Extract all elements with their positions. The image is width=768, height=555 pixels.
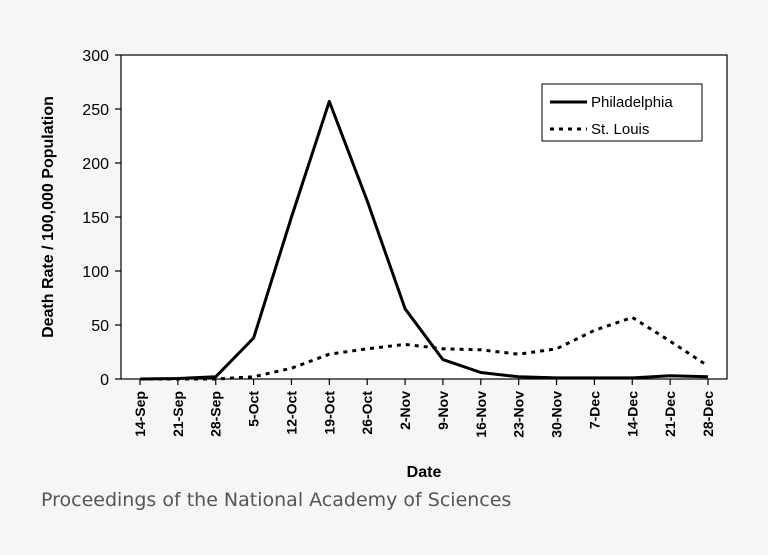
legend: Philadelphia St. Louis [541,83,703,142]
x-tick-label: 21-Sep [170,391,186,437]
legend-box [541,83,703,142]
y-tick-label: 300 [82,48,109,65]
x-tick-label: 16-Nov [473,391,489,438]
x-tick-label: 19-Oct [321,391,337,435]
legend-label-st-louis: St. Louis [591,121,649,138]
x-tick-label: 5-Oct [246,391,262,427]
series-line-philadelphia [139,99,709,381]
y-axis: 0 50 100 150 200 250 300 [82,48,121,389]
series-line-st-louis [140,315,709,381]
figure-caption: Proceedings of the National Academy of S… [41,489,512,511]
y-axis-label: Death Rate / 100,000 Population [40,96,57,338]
x-tick-label: 30-Nov [549,391,565,438]
series-lines [139,99,709,381]
x-axis-label: Date [407,464,442,481]
x-axis: 14-Sep 21-Sep 28-Sep 5-Oct 12-Oct 19-Oct 26-Oc… [132,379,716,438]
legend-label-philadelphia: Philadelphia [591,94,673,111]
x-tick-label: 28-Dec [700,391,716,437]
x-tick-label: 23-Nov [511,391,527,438]
x-tick-label: 7-Dec [586,391,602,429]
x-tick-label: 21-Dec [662,391,678,437]
x-tick-label: 9-Nov [435,391,451,430]
x-tick-label: 28-Sep [208,391,224,437]
y-tick-label: 100 [82,264,109,281]
x-tick-label: 14-Dec [624,391,640,437]
x-tick-label: 14-Sep [132,391,148,437]
y-tick-label: 250 [82,102,109,119]
y-tick-label: 0 [100,372,109,389]
x-tick-label: 2-Nov [397,391,413,430]
x-tick-label: 26-Oct [359,391,375,435]
x-tick-label: 12-Oct [283,391,299,435]
y-tick-label: 200 [82,156,109,173]
y-tick-label: 150 [82,210,109,227]
y-tick-label: 50 [91,318,109,335]
